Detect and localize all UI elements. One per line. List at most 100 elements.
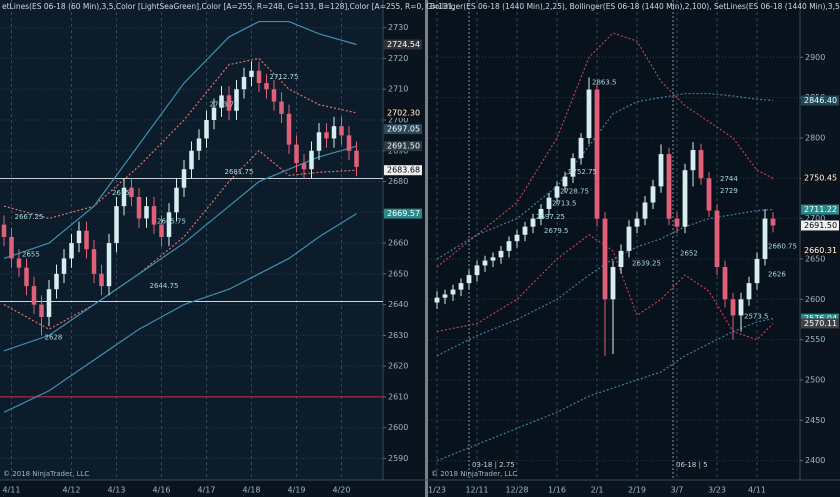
candle-body bbox=[286, 113, 292, 145]
candle-body bbox=[271, 89, 277, 102]
price-tag-label: 2669.57 bbox=[387, 209, 420, 218]
y-tick-label: 2660 bbox=[388, 239, 408, 248]
candle-body bbox=[498, 250, 504, 258]
axis-labels-left: 2590260026102620263026402650266026702680… bbox=[3, 23, 422, 495]
candle-body bbox=[506, 241, 512, 251]
indicator-header: etLines(ES 06-18 (60 Min),3,5,Color [Lig… bbox=[2, 2, 455, 11]
candle-body bbox=[241, 76, 247, 90]
price-annotation: 2628 bbox=[45, 334, 63, 342]
candle-body bbox=[159, 224, 164, 237]
candle-body bbox=[458, 283, 464, 290]
candle-body bbox=[39, 304, 44, 317]
candle-body bbox=[706, 178, 712, 211]
candle-body bbox=[714, 210, 720, 268]
candle-body bbox=[610, 267, 616, 300]
candle-body bbox=[189, 150, 194, 170]
candle-body bbox=[450, 289, 456, 295]
price-annotation: 2665.75 bbox=[157, 217, 186, 225]
candle-body bbox=[181, 169, 187, 188]
price-tag bbox=[801, 172, 839, 183]
copyright: © 2018 NinjaTrader, LLC bbox=[3, 470, 89, 478]
y-tick-label: 2600 bbox=[388, 423, 408, 432]
price-tag bbox=[384, 165, 422, 176]
price-annotation: 2573.5 bbox=[744, 313, 769, 321]
y-tick-label: 2500 bbox=[805, 375, 825, 384]
rollover-label: 03-18 | 2.75 bbox=[472, 461, 515, 469]
candle-body bbox=[121, 187, 127, 207]
price-tag bbox=[801, 318, 839, 329]
price-tag bbox=[801, 220, 839, 231]
candle-body bbox=[490, 257, 496, 261]
candle-body bbox=[226, 95, 232, 111]
candle-body bbox=[76, 230, 82, 244]
price-tag bbox=[801, 95, 839, 106]
candle-body bbox=[196, 138, 202, 151]
candle-body bbox=[309, 150, 314, 170]
y-tick-label: 2650 bbox=[805, 254, 825, 263]
candle-body bbox=[219, 95, 224, 108]
candle-body bbox=[256, 70, 262, 84]
rollover-label: 06-18 | 5 bbox=[676, 461, 708, 469]
price-annotation: 2713.5 bbox=[552, 200, 577, 208]
price-annotation: 2703.75 bbox=[210, 100, 239, 108]
x-tick-label: 2/1 bbox=[591, 486, 604, 495]
y-tick-label: 2620 bbox=[388, 362, 408, 371]
indicator-line bbox=[436, 208, 774, 357]
candle-body bbox=[204, 120, 209, 139]
y-tick-label: 2590 bbox=[388, 454, 408, 463]
y-tick-label: 2710 bbox=[388, 85, 408, 94]
price-tag-label: 2691.50 bbox=[804, 221, 837, 230]
x-tick-label: 12/11 bbox=[465, 486, 488, 495]
price-tag-label: 2702.30 bbox=[387, 108, 420, 117]
candle-body bbox=[754, 258, 760, 284]
candle-body bbox=[301, 163, 307, 170]
indicator-line bbox=[436, 32, 774, 268]
candle-body bbox=[136, 196, 142, 219]
candle-body bbox=[578, 137, 584, 159]
candle-body bbox=[166, 212, 172, 237]
candle-body bbox=[722, 267, 728, 300]
x-tick-label: 3/7 bbox=[671, 486, 684, 495]
price-tag-label: 2711.22 bbox=[804, 205, 837, 214]
candle-body bbox=[586, 89, 592, 138]
price-annotation: 2681.75 bbox=[225, 168, 254, 176]
y-tick-label: 2400 bbox=[805, 456, 825, 465]
candle-body bbox=[234, 89, 239, 111]
indicator-line bbox=[3, 213, 357, 413]
candle-body bbox=[730, 299, 736, 316]
y-tick-label: 2630 bbox=[388, 331, 408, 340]
candle-body bbox=[106, 243, 112, 287]
candle-body bbox=[69, 243, 74, 259]
price-tag-label: 2683.68 bbox=[387, 166, 420, 175]
price-tag-label: 2691.50 bbox=[387, 142, 420, 151]
plot-left: 2712.75 2703.75 2681.75 2665.75 2675 2644.75 2… bbox=[0, 0, 383, 480]
x-tick-label: 4/11 bbox=[3, 486, 21, 495]
candle-body bbox=[346, 135, 352, 151]
axis-labels-right: 2400245025002550260026502700275028002850… bbox=[428, 53, 839, 495]
candle-body bbox=[91, 249, 97, 274]
indicator-line bbox=[436, 92, 774, 260]
x-tick-label: 4/20 bbox=[333, 486, 351, 495]
candle-body bbox=[144, 206, 149, 219]
candle-body bbox=[690, 150, 696, 171]
candle-body bbox=[249, 70, 254, 77]
x-tick-label: 1/23 bbox=[428, 486, 446, 495]
candle-body bbox=[554, 186, 560, 198]
candle-body bbox=[61, 258, 67, 274]
y-tick-label: 2680 bbox=[388, 177, 408, 186]
candle-body bbox=[31, 286, 37, 305]
x-tick-label: 12/28 bbox=[505, 486, 528, 495]
candle-body bbox=[9, 236, 14, 259]
candle-body bbox=[354, 150, 359, 167]
candle-body bbox=[634, 218, 640, 227]
candle-body bbox=[211, 107, 217, 120]
candle-body bbox=[16, 258, 22, 268]
price-annotation: 2626 bbox=[768, 270, 786, 278]
candle-body bbox=[626, 226, 632, 251]
candle-body bbox=[658, 154, 664, 187]
price-tag bbox=[801, 245, 839, 256]
indicator-line bbox=[3, 57, 357, 220]
y-tick-label: 2730 bbox=[388, 23, 408, 32]
y-tick-label: 2550 bbox=[805, 335, 825, 344]
